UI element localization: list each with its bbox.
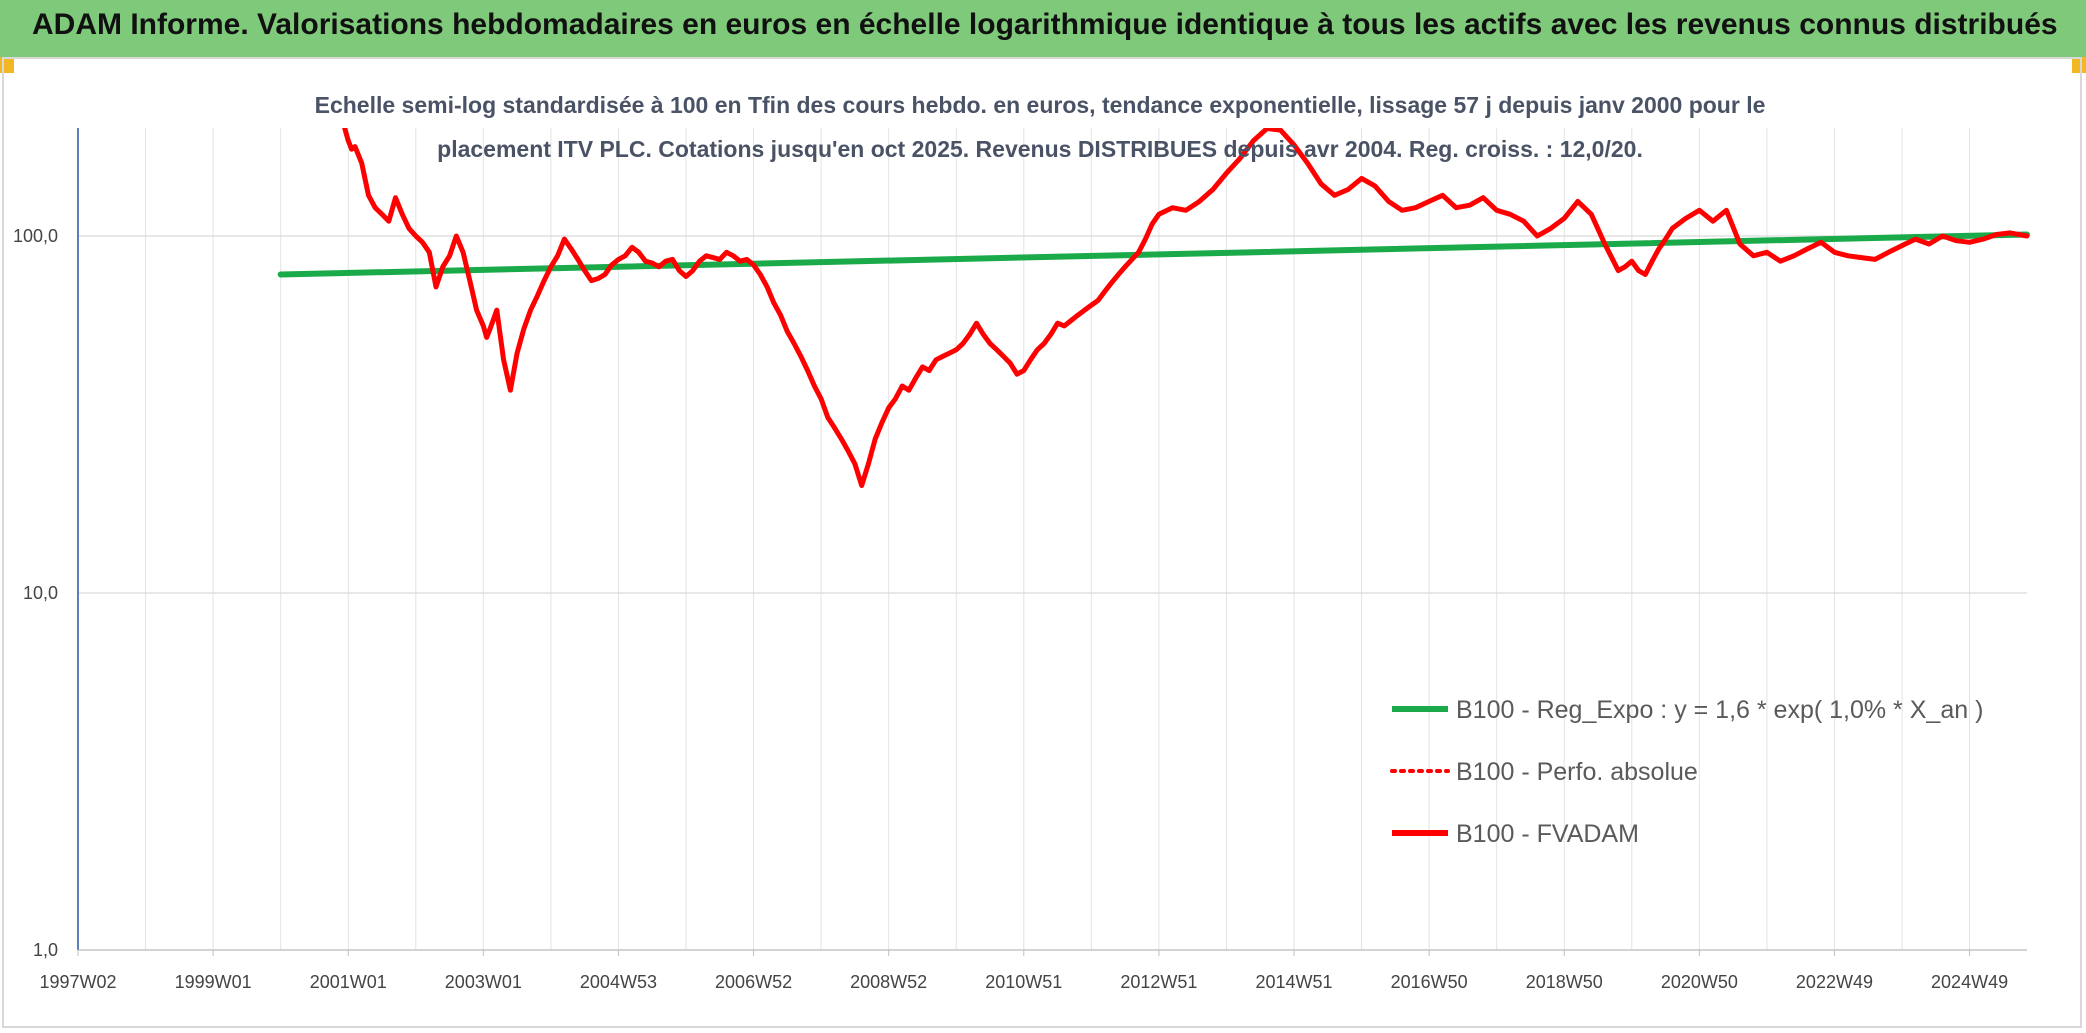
x-tick-label: 2001W01 <box>310 972 387 992</box>
series-line-0 <box>277 231 2030 278</box>
chart-subtitle-line-1: Echelle semi-log standardisée à 100 en T… <box>315 92 1766 118</box>
legend: B100 - Reg_Expo : y = 1,6 * exp( 1,0% * … <box>1390 696 1983 848</box>
y-tick-label: 1,0 <box>33 940 58 960</box>
y-tick-label: 10,0 <box>23 583 58 603</box>
y-axis-ticks: 1,0 10,0 100,0 <box>13 226 58 960</box>
gridlines <box>77 128 2027 951</box>
x-tick-label: 1999W01 <box>175 972 252 992</box>
x-tick-label: 2016W50 <box>1391 972 1468 992</box>
x-tick-label: 1997W02 <box>39 972 116 992</box>
x-tick-label: 2003W01 <box>445 972 522 992</box>
chart-frame <box>2 57 2082 1028</box>
x-tick-label: 2022W49 <box>1796 972 1873 992</box>
x-tick-label: 2006W52 <box>715 972 792 992</box>
axes <box>77 128 2027 951</box>
x-tick-label: 2024W49 <box>1931 972 2008 992</box>
series-layer <box>277 128 2030 488</box>
chart-subtitle-line-2: placement ITV PLC. Cotations jusqu'en oc… <box>437 136 1643 162</box>
y-tick-label: 100,0 <box>13 226 58 246</box>
x-tick-label: 2008W52 <box>850 972 927 992</box>
x-tick-label: 2018W50 <box>1526 972 1603 992</box>
x-tick-label: 2014W51 <box>1255 972 1332 992</box>
series-line-2 <box>342 128 2030 488</box>
legend-entry-label: B100 - Perfo. absolue <box>1456 758 1698 786</box>
x-tick-label: 2020W50 <box>1661 972 1738 992</box>
x-tick-label: 2004W53 <box>580 972 657 992</box>
corner-marker-right <box>2072 57 2086 73</box>
x-tick-label: 2010W51 <box>985 972 1062 992</box>
x-axis-ticks: 1997W02 1999W01 2001W01 2003W01 2004W53 2006W… <box>39 950 2008 992</box>
legend-entry-label: B100 - Reg_Expo : y = 1,6 * exp( 1,0% * … <box>1456 696 1983 724</box>
x-tick-label: 2012W51 <box>1120 972 1197 992</box>
title-banner: ADAM Informe. Valorisations hebdomadaire… <box>0 0 2086 57</box>
legend-entry-label: B100 - FVADAM <box>1456 820 1639 848</box>
report-title: ADAM Informe. Valorisations hebdomadaire… <box>32 8 2058 41</box>
